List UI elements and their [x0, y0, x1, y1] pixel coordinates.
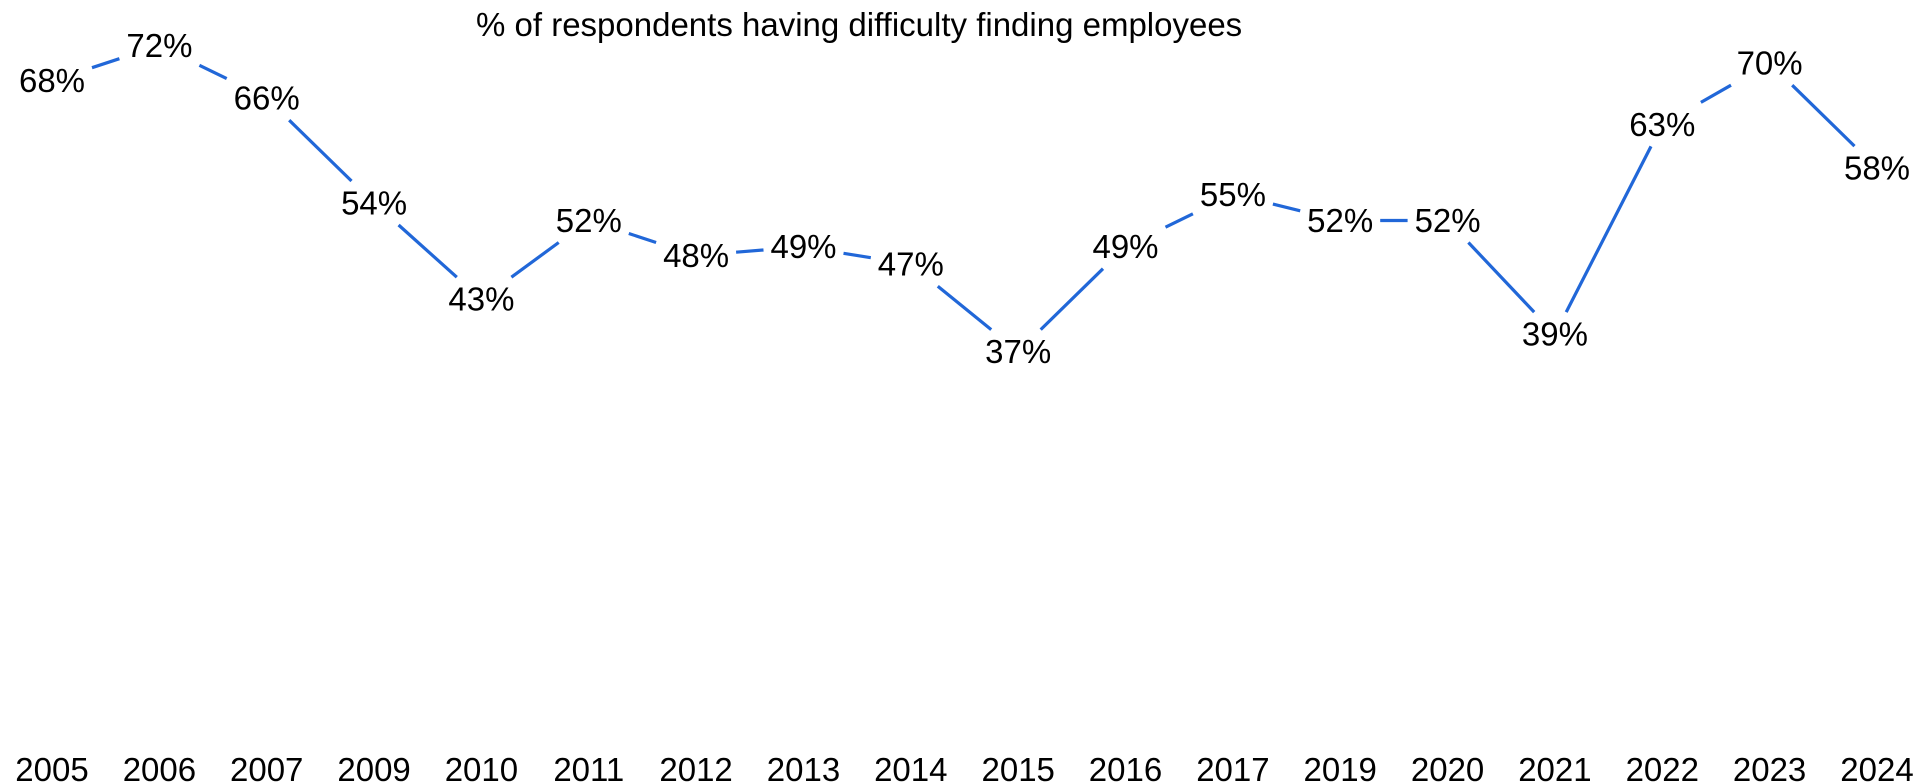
x-tick-label: 2009	[337, 751, 410, 783]
line-segment	[1564, 145, 1653, 313]
x-tick-label: 2007	[230, 751, 303, 783]
data-label: 37%	[985, 333, 1051, 370]
x-tick-label: 2024	[1840, 751, 1913, 783]
x-tick-label: 2013	[767, 751, 840, 783]
x-tick-label: 2005	[15, 751, 88, 783]
line-segment	[1272, 202, 1301, 213]
data-label: 58%	[1844, 150, 1910, 187]
data-label: 48%	[663, 237, 729, 274]
line-segment	[288, 119, 353, 183]
line-segment	[91, 57, 120, 70]
x-tick-label: 2015	[981, 751, 1054, 783]
data-label: 52%	[556, 202, 622, 239]
x-tick-label: 2023	[1733, 751, 1806, 783]
series-line	[91, 57, 1856, 331]
data-label: 49%	[1092, 228, 1158, 265]
x-tick-label: 2021	[1518, 751, 1591, 783]
line-segment	[735, 248, 764, 254]
x-tick-label: 2014	[874, 751, 947, 783]
data-label: 49%	[770, 228, 836, 265]
x-tick-label: 2020	[1411, 751, 1484, 783]
data-label: 54%	[341, 185, 407, 222]
line-segment	[1467, 241, 1536, 314]
x-tick-label: 2012	[659, 751, 732, 783]
line-segment	[1700, 83, 1732, 104]
line-segment	[1039, 267, 1105, 331]
data-label: 55%	[1200, 176, 1266, 213]
data-label: 68%	[19, 62, 85, 99]
data-labels: 68% 72% 66% 54% 43% 52% 48% 49% 47% 37% 49% 55% 52% 5…	[19, 27, 1910, 370]
x-tick-label: 2006	[123, 751, 196, 783]
line-segment	[510, 241, 560, 279]
line-segment	[1164, 212, 1194, 229]
data-label: 47%	[878, 246, 944, 283]
x-tick-label: 2019	[1303, 751, 1376, 783]
x-tick-label: 2016	[1089, 751, 1162, 783]
line-segment	[198, 63, 228, 81]
x-tick-label: 2017	[1196, 751, 1269, 783]
chart-title: % of respondents having difficulty findi…	[476, 6, 1243, 43]
x-tick-label: 2011	[553, 751, 624, 783]
data-label: 39%	[1522, 316, 1588, 353]
x-tick-label: 2010	[445, 751, 518, 783]
data-label: 72%	[126, 27, 192, 64]
data-label: 52%	[1307, 202, 1373, 239]
x-tick-label: 2022	[1626, 751, 1699, 783]
line-segment	[628, 231, 657, 245]
data-label: 43%	[448, 281, 514, 318]
line-segment	[1791, 84, 1856, 148]
data-label: 63%	[1629, 106, 1695, 143]
data-label: 52%	[1415, 202, 1481, 239]
data-label: 66%	[234, 80, 300, 117]
x-axis-ticks: 2005 2006 2007 2009 2010 2011 2012 2013 2014 2015…	[15, 751, 1913, 783]
line-segment	[397, 223, 458, 279]
line-segment	[843, 251, 872, 260]
data-label: 70%	[1737, 45, 1803, 82]
line-segment	[936, 284, 993, 331]
